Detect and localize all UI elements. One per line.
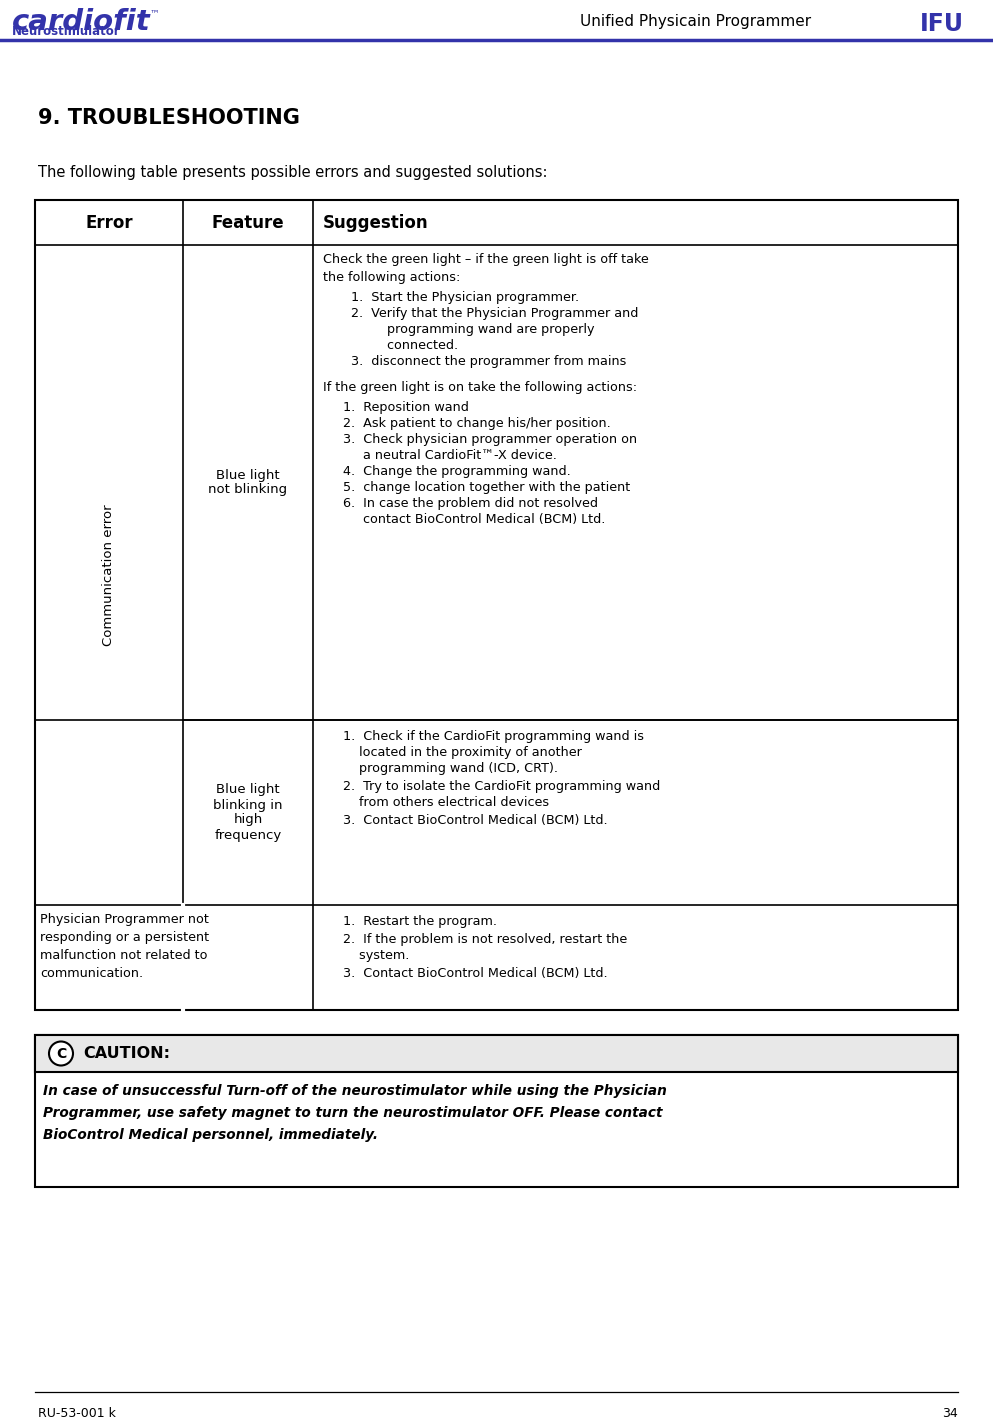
Text: 3.  disconnect the programmer from mains: 3. disconnect the programmer from mains — [351, 356, 627, 368]
Text: Check the green light – if the green light is off take: Check the green light – if the green lig… — [323, 253, 648, 266]
Text: Error: Error — [85, 214, 133, 231]
Text: Communication error: Communication error — [102, 504, 115, 645]
Text: The following table presents possible errors and suggested solutions:: The following table presents possible er… — [38, 166, 547, 180]
Text: In case of unsuccessful Turn-off of the neurostimulator while using the Physicia: In case of unsuccessful Turn-off of the … — [43, 1084, 667, 1098]
Text: from others electrical devices: from others electrical devices — [343, 795, 549, 810]
Text: If the green light is on take the following actions:: If the green light is on take the follow… — [323, 381, 638, 394]
Text: 3.  Contact BioControl Medical (BCM) Ltd.: 3. Contact BioControl Medical (BCM) Ltd. — [343, 814, 608, 827]
Text: ™: ™ — [150, 9, 160, 19]
Circle shape — [49, 1041, 73, 1065]
Text: RU-53-001 k: RU-53-001 k — [38, 1407, 116, 1419]
Text: 34: 34 — [942, 1407, 958, 1419]
Text: Feature: Feature — [212, 214, 284, 231]
Text: Neurostimulator: Neurostimulator — [12, 26, 120, 39]
Text: Programmer, use safety magnet to turn the neurostimulator OFF. Please contact: Programmer, use safety magnet to turn th… — [43, 1107, 662, 1120]
Text: 1.  Reposition wand: 1. Reposition wand — [343, 401, 469, 414]
Text: Unified Physicain Programmer: Unified Physicain Programmer — [580, 14, 811, 29]
Text: 5.  change location together with the patient: 5. change location together with the pat… — [343, 481, 631, 494]
Text: 2.  If the problem is not resolved, restart the: 2. If the problem is not resolved, resta… — [343, 932, 628, 945]
Text: C: C — [56, 1047, 67, 1061]
Text: IFU: IFU — [920, 11, 964, 36]
Text: programming wand (ICD, CRT).: programming wand (ICD, CRT). — [343, 763, 558, 775]
Text: 1.  Start the Physician programmer.: 1. Start the Physician programmer. — [351, 291, 579, 304]
Text: 3.  Check physician programmer operation on: 3. Check physician programmer operation … — [343, 433, 638, 446]
Text: located in the proximity of another: located in the proximity of another — [343, 745, 582, 760]
Text: 9. TROUBLESHOOTING: 9. TROUBLESHOOTING — [38, 109, 300, 129]
Text: a neutral CardioFit™-X device.: a neutral CardioFit™-X device. — [343, 448, 557, 463]
Text: 3.  Contact BioControl Medical (BCM) Ltd.: 3. Contact BioControl Medical (BCM) Ltd. — [343, 967, 608, 980]
Text: Blue light
not blinking: Blue light not blinking — [209, 468, 288, 497]
Text: Blue light
blinking in
high
frequency: Blue light blinking in high frequency — [213, 784, 283, 841]
Text: the following actions:: the following actions: — [323, 271, 461, 284]
Bar — [35, 1035, 958, 1072]
Text: connected.: connected. — [351, 338, 458, 351]
Text: Suggestion: Suggestion — [323, 214, 429, 231]
Text: programming wand are properly: programming wand are properly — [351, 323, 595, 336]
Text: 1.  Check if the CardioFit programming wand is: 1. Check if the CardioFit programming wa… — [343, 730, 644, 743]
Text: 2.  Try to isolate the CardioFit programming wand: 2. Try to isolate the CardioFit programm… — [343, 780, 660, 793]
Text: 6.  In case the problem did not resolved: 6. In case the problem did not resolved — [343, 497, 598, 510]
Text: cardiofit: cardiofit — [12, 9, 151, 36]
Text: 1.  Restart the program.: 1. Restart the program. — [343, 915, 497, 928]
Text: Physician Programmer not
responding or a persistent
malfunction not related to
c: Physician Programmer not responding or a… — [40, 912, 210, 980]
Text: 2.  Verify that the Physician Programmer and: 2. Verify that the Physician Programmer … — [351, 307, 638, 320]
Bar — [35, 200, 958, 1010]
Text: system.: system. — [343, 950, 409, 962]
Text: 4.  Change the programming wand.: 4. Change the programming wand. — [343, 466, 571, 478]
Text: BioControl Medical personnel, immediately.: BioControl Medical personnel, immediatel… — [43, 1128, 378, 1142]
Text: 2.  Ask patient to change his/her position.: 2. Ask patient to change his/her positio… — [343, 417, 611, 430]
Text: CAUTION:: CAUTION: — [83, 1045, 170, 1061]
Text: contact BioControl Medical (BCM) Ltd.: contact BioControl Medical (BCM) Ltd. — [343, 513, 606, 526]
Bar — [35, 1035, 958, 1187]
